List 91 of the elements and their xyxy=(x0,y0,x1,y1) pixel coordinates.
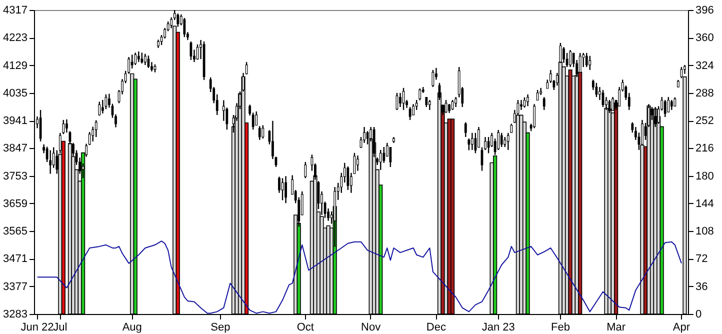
candlestick xyxy=(98,101,101,116)
candlestick xyxy=(585,52,588,68)
candlestick xyxy=(526,94,529,107)
y2-tick-label: 288 xyxy=(696,87,714,100)
y-tick-label: 4223 xyxy=(3,32,28,44)
y-tick-label: 3471 xyxy=(3,253,28,266)
x-tick-label: Jul xyxy=(53,322,68,334)
line-series xyxy=(36,240,682,314)
candlestick xyxy=(399,92,402,108)
candlestick xyxy=(474,132,477,154)
x-tick-label: Mar xyxy=(606,322,626,334)
y2-tick-label: 0 xyxy=(696,308,702,320)
candlestick xyxy=(595,82,598,98)
candlestick xyxy=(470,132,474,151)
x-tick-label: Oct xyxy=(296,322,314,334)
x-tick-label: Dec xyxy=(426,322,446,334)
candlestick xyxy=(542,96,546,111)
candlestick xyxy=(389,146,392,168)
candlestick xyxy=(451,99,454,111)
y2-tick-label: 108 xyxy=(696,226,714,238)
candlestick xyxy=(39,109,42,142)
candlestick xyxy=(588,55,592,71)
candlestick xyxy=(258,126,261,141)
candlestick xyxy=(104,94,108,110)
candlestick xyxy=(487,136,490,154)
y2-tick-label: 324 xyxy=(696,60,714,72)
candlestick xyxy=(667,96,670,113)
candlestick xyxy=(356,154,359,172)
y-tick-label: 3377 xyxy=(3,280,28,293)
candlestick xyxy=(183,17,186,38)
x-tick-label: Jun 22 xyxy=(20,322,54,334)
candlestick xyxy=(262,124,264,140)
candlestick xyxy=(500,132,503,148)
candlestick xyxy=(284,176,287,204)
candlestick xyxy=(533,103,536,129)
candlestick xyxy=(62,119,65,135)
x-tick-label: Sep xyxy=(210,322,230,334)
candlestick xyxy=(468,138,470,151)
candlestick xyxy=(255,110,258,126)
y-tick-label: 4129 xyxy=(3,60,28,72)
candlestick xyxy=(520,99,522,111)
candlestick xyxy=(536,89,539,101)
candlestick xyxy=(464,122,467,138)
candlestick xyxy=(428,99,431,111)
y2-tick-label: 360 xyxy=(696,32,714,44)
candlestick xyxy=(190,40,192,61)
candlestick xyxy=(454,96,458,108)
candlestick xyxy=(497,129,500,151)
candlestick xyxy=(66,118,68,134)
y-tick-label: 3659 xyxy=(3,198,28,210)
candlestick xyxy=(140,52,144,64)
candlestick xyxy=(396,92,398,111)
y2-tick-label: 396 xyxy=(696,4,714,16)
candlestick xyxy=(130,54,134,70)
candlestick xyxy=(506,132,510,151)
y2-tick-label: 252 xyxy=(696,115,714,128)
x-tick-label: Aug xyxy=(122,322,142,334)
candlestick xyxy=(134,52,137,66)
candlestick xyxy=(304,161,307,179)
candlestick xyxy=(346,166,350,191)
candlestick xyxy=(418,88,422,101)
candlestick xyxy=(49,150,52,174)
candlestick xyxy=(425,96,428,108)
x-tick-label: Feb xyxy=(550,322,570,334)
candlestick xyxy=(144,53,146,66)
y-tick-label: 3847 xyxy=(3,142,28,155)
candlestick xyxy=(94,120,98,138)
y2-tick-label: 144 xyxy=(696,198,714,210)
candlestick xyxy=(137,50,140,63)
y-tick-label: 3941 xyxy=(3,115,28,128)
x-tick-label: Jan 23 xyxy=(482,322,515,334)
candlestick xyxy=(569,49,572,68)
y2-tick-label: 216 xyxy=(696,142,714,155)
y-tick-label: 4317 xyxy=(3,4,28,16)
candlestick xyxy=(382,146,386,164)
candlestick xyxy=(147,54,150,69)
candlestick xyxy=(412,103,415,116)
candlestick xyxy=(504,136,506,148)
candlestick xyxy=(670,99,673,111)
x-tick-label: Apr xyxy=(672,322,690,334)
y2-tick-label: 72 xyxy=(696,253,708,266)
y-tick-label: 4035 xyxy=(3,87,28,100)
x-tick-label: Nov xyxy=(361,322,382,334)
y2-tick-label: 36 xyxy=(696,280,708,293)
candlestick xyxy=(664,99,666,118)
y2-tick-label: 180 xyxy=(696,170,714,182)
y-tick-label: 3565 xyxy=(3,226,28,238)
candlestick xyxy=(432,69,434,88)
candlestick xyxy=(408,106,412,121)
y-tick-label: 3753 xyxy=(3,170,28,182)
y-tick-label: 3283 xyxy=(3,308,28,320)
